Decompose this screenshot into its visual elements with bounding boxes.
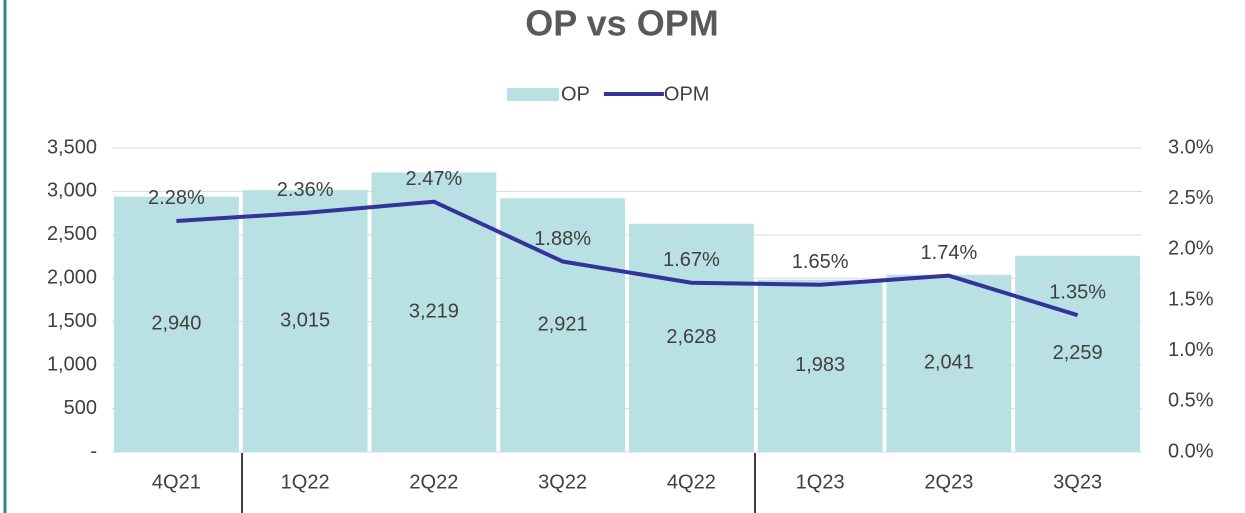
data-label: 2.28% bbox=[148, 187, 205, 209]
data-label: 1.88% bbox=[534, 228, 591, 250]
chart-title: OP vs OPM bbox=[525, 3, 718, 44]
x-tick-label: 2Q22 bbox=[409, 471, 458, 493]
tick-label: 3.0% bbox=[1168, 136, 1214, 158]
tick-label: 1,000 bbox=[47, 353, 97, 375]
data-label: 3,015 bbox=[280, 309, 330, 331]
tick-label: 0.0% bbox=[1168, 440, 1214, 462]
bar bbox=[113, 196, 239, 452]
tick-label: 2,500 bbox=[47, 223, 97, 245]
data-label: 3,219 bbox=[409, 300, 459, 322]
line bbox=[176, 199, 1079, 318]
data-label: 1.35% bbox=[1049, 281, 1106, 303]
tick-label: 0.5% bbox=[1168, 390, 1214, 412]
x-tick-label: 4Q22 bbox=[667, 471, 716, 493]
tick-label: 2.5% bbox=[1168, 187, 1214, 209]
tick-label: 3,000 bbox=[47, 180, 97, 202]
legend-label: OPM bbox=[664, 83, 710, 105]
data-label: 2.36% bbox=[277, 179, 334, 201]
tick-label: 2.0% bbox=[1168, 238, 1214, 260]
data-label: 1,983 bbox=[795, 354, 845, 376]
legend-swatch bbox=[507, 88, 559, 101]
x-tick-label: 4Q21 bbox=[152, 471, 201, 493]
data-label: 2,041 bbox=[924, 352, 974, 374]
bar bbox=[886, 274, 1012, 452]
bar bbox=[1015, 255, 1141, 452]
data-label: 1.65% bbox=[792, 251, 849, 273]
data-label: 1.67% bbox=[663, 249, 720, 271]
x-tick-label: 3Q23 bbox=[1053, 471, 1102, 493]
tick-label: 2,000 bbox=[47, 267, 97, 289]
bar bbox=[757, 279, 883, 452]
x-tick-label: 2Q23 bbox=[924, 471, 973, 493]
legend-label: OP bbox=[561, 83, 590, 105]
data-label: 2,921 bbox=[538, 313, 588, 335]
data-label: 2,259 bbox=[1053, 342, 1103, 364]
tick-label: 3,500 bbox=[47, 136, 97, 158]
tick-label: 1.0% bbox=[1168, 339, 1214, 361]
tick-label: - bbox=[90, 440, 97, 462]
x-tick-label: 3Q22 bbox=[538, 471, 587, 493]
data-label: 2,628 bbox=[666, 326, 716, 348]
x-tick-label: 1Q23 bbox=[796, 471, 845, 493]
x-tick-label: 1Q22 bbox=[281, 471, 330, 493]
tick-label: 500 bbox=[64, 397, 97, 419]
bar bbox=[628, 223, 754, 452]
data-label: 1.74% bbox=[921, 242, 978, 264]
tick-label: 1.5% bbox=[1168, 288, 1214, 310]
data-label: 2,940 bbox=[151, 313, 201, 335]
tick-label: 1,500 bbox=[47, 310, 97, 332]
data-label: 2.47% bbox=[406, 168, 463, 190]
bar bbox=[242, 190, 368, 452]
